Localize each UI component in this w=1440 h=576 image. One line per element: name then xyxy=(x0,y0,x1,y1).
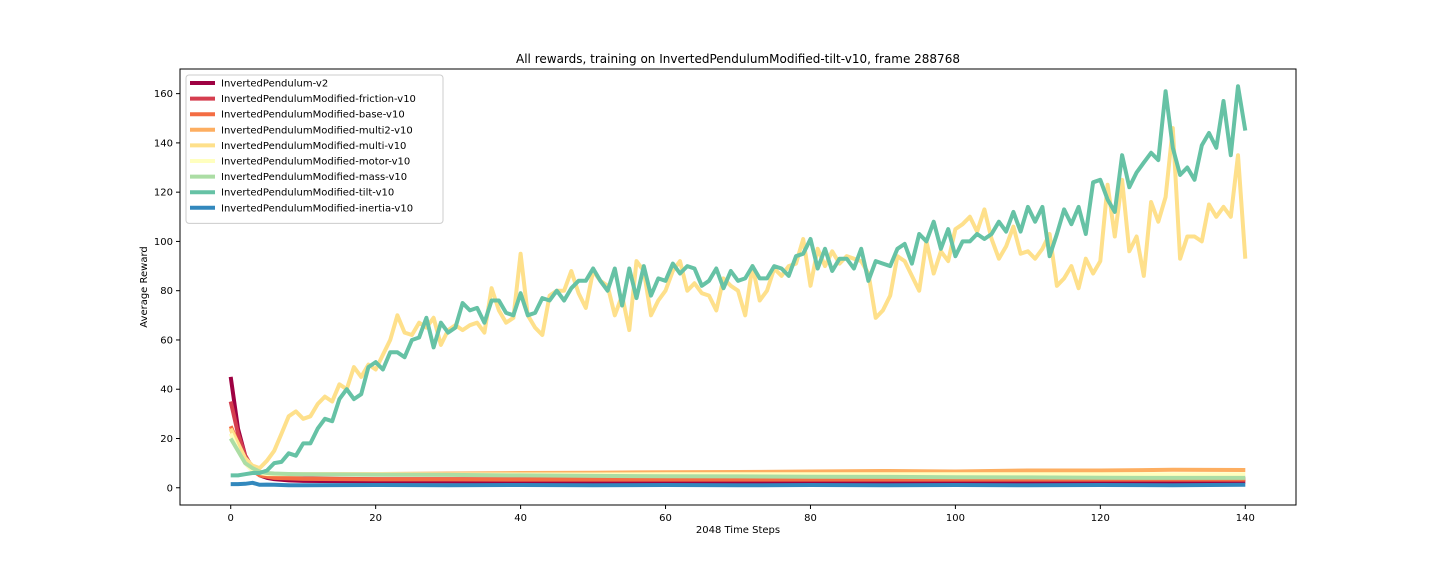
plot-lines xyxy=(228,84,1248,488)
y-tick-label: 40 xyxy=(160,385,173,396)
y-tick-label: 160 xyxy=(154,89,173,100)
x-tick-label: 40 xyxy=(514,513,527,524)
legend-label: InvertedPendulumModified-mass-v10 xyxy=(221,172,407,183)
y-tick-label: 20 xyxy=(160,434,173,445)
x-axis-label: 2048 Time Steps xyxy=(696,525,780,536)
legend-label: InvertedPendulumModified-tilt-v10 xyxy=(221,188,394,199)
x-axis: 0 20 40 60 80 100 120 140 xyxy=(228,505,1255,524)
series-line-7 xyxy=(230,84,1248,478)
series-line-8 xyxy=(230,480,1246,488)
legend-label: InvertedPendulumModified-inertia-v10 xyxy=(221,203,413,214)
x-tick-label: 60 xyxy=(659,513,672,524)
x-tick-label: 0 xyxy=(228,513,234,524)
chart-title: All rewards, training on InvertedPendulu… xyxy=(516,52,960,66)
plot-frame xyxy=(179,68,1297,506)
series-line-4 xyxy=(228,126,1248,471)
y-tick-label: 120 xyxy=(154,188,173,199)
y-axis-label: Average Reward xyxy=(139,246,150,327)
legend-label: InvertedPendulumModified-friction-v10 xyxy=(221,94,416,105)
legend-label: InvertedPendulumModified-motor-v10 xyxy=(221,157,410,168)
y-tick-label: 80 xyxy=(160,286,173,297)
x-tick-label: 80 xyxy=(804,513,817,524)
x-tick-label: 100 xyxy=(946,513,965,524)
legend-label: InvertedPendulumModified-multi2-v10 xyxy=(221,125,413,136)
legend-box xyxy=(185,74,444,224)
series-line-6 xyxy=(228,437,1246,480)
legend: InvertedPendulum-v2 InvertedPendulumModif… xyxy=(185,74,444,224)
y-tick-label: 60 xyxy=(160,335,173,346)
x-tick-label: 120 xyxy=(1091,513,1110,524)
legend-label: InvertedPendulumModified-base-v10 xyxy=(221,110,405,121)
y-tick-label: 100 xyxy=(154,237,173,248)
legend-label: InvertedPendulum-v2 xyxy=(221,79,328,90)
y-axis: 0 20 40 60 80 100 120 140 160 xyxy=(154,89,180,494)
x-tick-label: 20 xyxy=(369,513,382,524)
y-tick-label: 140 xyxy=(154,138,173,149)
legend-label: InvertedPendulumModified-multi-v10 xyxy=(221,141,406,152)
y-tick-label: 0 xyxy=(167,483,173,494)
x-tick-label: 140 xyxy=(1236,513,1255,524)
